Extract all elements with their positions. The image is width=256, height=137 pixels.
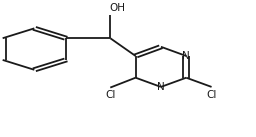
Text: N: N [182, 51, 190, 61]
Text: OH: OH [110, 3, 126, 13]
Text: N: N [157, 82, 165, 92]
Text: Cl: Cl [105, 90, 115, 100]
Text: Cl: Cl [206, 90, 217, 100]
